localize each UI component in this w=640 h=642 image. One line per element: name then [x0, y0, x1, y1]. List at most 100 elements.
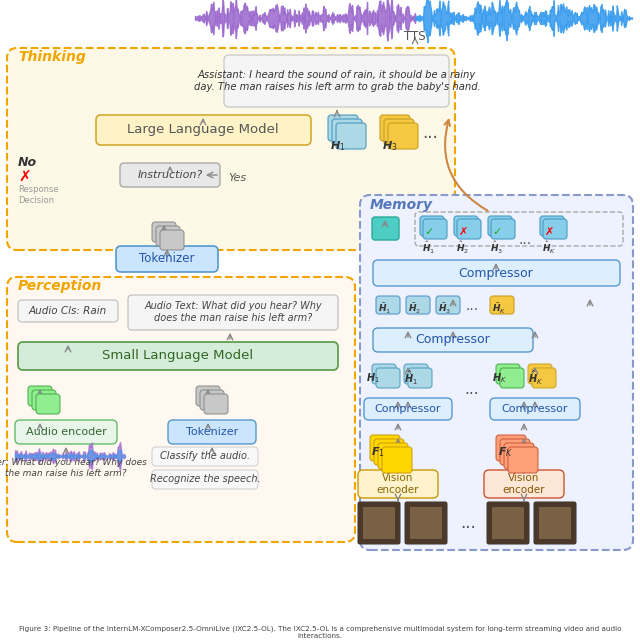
FancyBboxPatch shape [18, 300, 118, 322]
FancyBboxPatch shape [358, 470, 438, 498]
FancyBboxPatch shape [404, 364, 428, 384]
FancyBboxPatch shape [32, 390, 56, 410]
Text: ...: ... [460, 514, 476, 532]
FancyBboxPatch shape [408, 368, 432, 388]
Text: ...: ... [518, 233, 532, 247]
FancyBboxPatch shape [528, 364, 552, 384]
Text: Response
Decision: Response Decision [18, 185, 59, 205]
Text: $\bar{\boldsymbol{H}}_K$: $\bar{\boldsymbol{H}}_K$ [492, 302, 506, 317]
FancyBboxPatch shape [384, 119, 414, 145]
FancyBboxPatch shape [454, 216, 478, 236]
Bar [405, 502, 447, 544]
FancyBboxPatch shape [378, 443, 408, 469]
FancyBboxPatch shape [168, 420, 256, 444]
Text: $\bar{\boldsymbol{H}}_3$: $\bar{\boldsymbol{H}}_3$ [438, 302, 451, 317]
Text: $\hat{\boldsymbol{H}}_1$: $\hat{\boldsymbol{H}}_1$ [422, 240, 435, 256]
Bar [410, 507, 442, 539]
FancyBboxPatch shape [500, 439, 530, 465]
FancyBboxPatch shape [423, 219, 447, 239]
FancyBboxPatch shape [376, 368, 400, 388]
Text: No: No [18, 157, 37, 169]
FancyBboxPatch shape [360, 195, 633, 550]
FancyBboxPatch shape [373, 328, 533, 352]
FancyBboxPatch shape [436, 296, 460, 314]
Text: Compressor: Compressor [502, 404, 568, 414]
FancyBboxPatch shape [28, 386, 52, 406]
Text: Yes: Yes [228, 173, 246, 183]
FancyBboxPatch shape [358, 502, 400, 544]
FancyBboxPatch shape [336, 123, 366, 149]
Text: Small Language Model: Small Language Model [102, 349, 253, 363]
Bar [534, 502, 576, 544]
FancyBboxPatch shape [152, 447, 258, 466]
FancyBboxPatch shape [224, 55, 449, 107]
Bar [487, 502, 529, 544]
FancyBboxPatch shape [370, 435, 400, 461]
Text: $\hat{\boldsymbol{H}}_2$: $\hat{\boldsymbol{H}}_2$ [456, 240, 469, 256]
FancyBboxPatch shape [491, 219, 515, 239]
Text: ...: ... [422, 124, 438, 142]
Text: Tokenizer: Tokenizer [186, 427, 238, 437]
Text: Compressor: Compressor [375, 404, 441, 414]
Text: Audio encoder: Audio encoder [26, 427, 106, 437]
FancyBboxPatch shape [7, 277, 355, 542]
FancyBboxPatch shape [490, 398, 580, 420]
Text: $\hat{\boldsymbol{H}}_1$: $\hat{\boldsymbol{H}}_1$ [404, 369, 418, 387]
Text: $\boldsymbol{H}_3$: $\boldsymbol{H}_3$ [382, 139, 397, 153]
Bar [492, 507, 524, 539]
FancyBboxPatch shape [376, 296, 400, 314]
Text: $\hat{\boldsymbol{H}}_K$: $\hat{\boldsymbol{H}}_K$ [542, 240, 556, 256]
FancyBboxPatch shape [534, 502, 576, 544]
FancyBboxPatch shape [457, 219, 481, 239]
Ellipse shape [20, 150, 150, 216]
FancyBboxPatch shape [496, 364, 520, 384]
Text: $\boldsymbol{H}_1$: $\boldsymbol{H}_1$ [330, 139, 346, 153]
Text: Thinking: Thinking [18, 50, 86, 64]
FancyBboxPatch shape [18, 342, 338, 370]
Text: $\hat{\boldsymbol{H}}_K$: $\hat{\boldsymbol{H}}_K$ [528, 369, 543, 387]
FancyBboxPatch shape [200, 390, 224, 410]
FancyBboxPatch shape [152, 222, 176, 242]
Text: Recognize the speech.: Recognize the speech. [150, 474, 260, 484]
FancyBboxPatch shape [156, 226, 180, 246]
Text: $\hat{\boldsymbol{H}}_3$: $\hat{\boldsymbol{H}}_3$ [490, 240, 503, 256]
FancyBboxPatch shape [405, 502, 447, 544]
Text: Compressor: Compressor [415, 333, 490, 347]
Text: User: What did you hear? Why does
the man raise his left arm?: User: What did you hear? Why does the ma… [0, 458, 147, 478]
FancyBboxPatch shape [96, 115, 311, 145]
FancyBboxPatch shape [374, 439, 404, 465]
FancyBboxPatch shape [364, 398, 452, 420]
FancyBboxPatch shape [406, 296, 430, 314]
Text: $\boldsymbol{H}_1$: $\boldsymbol{H}_1$ [366, 371, 380, 385]
Text: Assistant: I heard the sound of rain, it should be a rainy
day. The man raises h: Assistant: I heard the sound of rain, it… [194, 70, 481, 92]
Text: Vision
encoder: Vision encoder [503, 473, 545, 495]
FancyBboxPatch shape [496, 435, 526, 461]
Text: Figure 3: Pipeline of the InternLM-XComposer2.5-OmniLive (IXC2.5-OL). The IXC2.5: Figure 3: Pipeline of the InternLM-XComp… [19, 625, 621, 639]
FancyBboxPatch shape [36, 394, 60, 414]
Text: $\boldsymbol{F}_1$: $\boldsymbol{F}_1$ [371, 445, 385, 459]
FancyBboxPatch shape [196, 386, 220, 406]
FancyBboxPatch shape [160, 230, 184, 250]
Text: ...: ... [465, 299, 479, 313]
FancyBboxPatch shape [7, 48, 455, 250]
FancyBboxPatch shape [373, 260, 620, 286]
Bar [358, 502, 400, 544]
FancyBboxPatch shape [540, 216, 564, 236]
Text: $\bar{\boldsymbol{H}}_1$: $\bar{\boldsymbol{H}}_1$ [378, 302, 391, 317]
FancyBboxPatch shape [388, 123, 418, 149]
Text: Vision
encoder: Vision encoder [377, 473, 419, 495]
Text: Compressor: Compressor [459, 266, 533, 279]
FancyBboxPatch shape [372, 364, 396, 384]
Text: ...: ... [465, 383, 479, 397]
FancyBboxPatch shape [128, 295, 338, 330]
FancyBboxPatch shape [488, 216, 512, 236]
Text: Perception: Perception [18, 279, 102, 293]
Text: Classify the audio.: Classify the audio. [160, 451, 250, 461]
FancyBboxPatch shape [380, 115, 410, 141]
FancyBboxPatch shape [490, 296, 514, 314]
FancyBboxPatch shape [543, 219, 567, 239]
Text: Audio Cls: Rain: Audio Cls: Rain [29, 306, 107, 316]
FancyBboxPatch shape [487, 502, 529, 544]
Text: ✓: ✓ [424, 227, 434, 237]
Bar [363, 507, 395, 539]
